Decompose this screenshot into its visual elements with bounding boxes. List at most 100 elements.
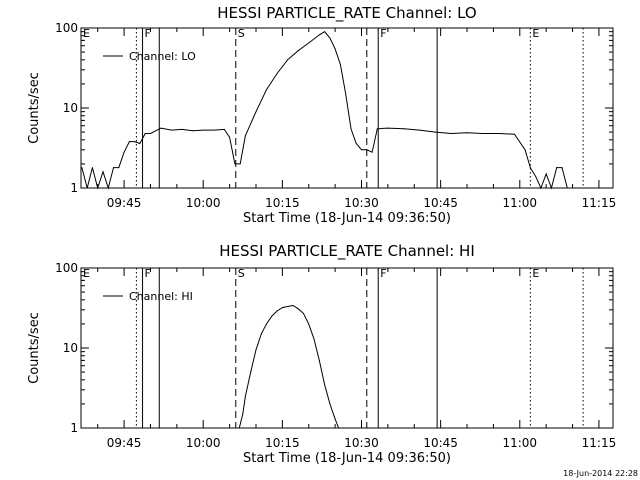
- x-tick-label: 10:00: [186, 436, 221, 450]
- data-point: [97, 187, 99, 189]
- x-axis-label: Start Time (18-Jun-14 09:36:50): [243, 451, 451, 466]
- x-tick-label: 10:30: [344, 436, 379, 450]
- data-point: [81, 167, 83, 169]
- data-point: [139, 143, 141, 144]
- footer-timestamp: 18-Jun-2014 22:28: [563, 469, 638, 478]
- data-point: [355, 143, 357, 144]
- data-point: [234, 163, 236, 165]
- data-point: [266, 89, 267, 91]
- data-point: [308, 323, 310, 325]
- data-point: [324, 31, 326, 33]
- data-point: [371, 151, 373, 153]
- data-point: [271, 315, 273, 317]
- data-point: [334, 418, 336, 420]
- chart-panel-hi: HESSI PARTICLE_RATE Channel: HI 1 10 100 09:…: [27, 242, 616, 466]
- data-point: [102, 171, 104, 173]
- data-point: [361, 149, 362, 151]
- event-marker-label: F: [380, 27, 386, 40]
- y-axis-label: Counts/sec: [27, 72, 42, 144]
- data-point: [535, 175, 537, 177]
- data-point: [244, 135, 246, 137]
- x-tick-label: 09:45: [107, 436, 142, 450]
- x-tick-label: 10:45: [423, 436, 458, 450]
- event-marker-label: E: [83, 27, 90, 40]
- data-point: [123, 151, 125, 153]
- data-point: [171, 129, 173, 131]
- series-line: [238, 304, 340, 429]
- data-point: [308, 42, 310, 44]
- data-point: [144, 133, 146, 134]
- data-point: [202, 129, 204, 131]
- data-point: [244, 395, 246, 397]
- data-point: [318, 359, 320, 361]
- x-axis-label: Start Time (18-Jun-14 09:36:50): [243, 211, 451, 226]
- y-tick-label: 100: [55, 21, 78, 35]
- data-point: [366, 149, 368, 151]
- chart-title: HESSI PARTICLE_RATE Channel: LO: [217, 4, 476, 23]
- data-point: [287, 306, 289, 307]
- data-point: [566, 187, 568, 189]
- data-point: [239, 163, 241, 165]
- data-point: [529, 167, 531, 169]
- x-tick-label: 11:00: [502, 436, 537, 450]
- data-point: [287, 59, 289, 61]
- data-point: [313, 338, 315, 340]
- data-point: [387, 127, 389, 129]
- data-point: [324, 384, 326, 385]
- data-point: [419, 129, 420, 131]
- event-marker-label: E: [532, 267, 539, 280]
- data-point: [329, 37, 331, 39]
- x-tick-label: 11:00: [502, 196, 537, 210]
- data-point: [250, 371, 252, 373]
- x-tick-label: 10:15: [265, 436, 300, 450]
- y-tick-label: 10: [63, 341, 78, 355]
- data-point: [128, 141, 130, 143]
- data-point: [281, 307, 283, 309]
- data-point: [192, 130, 194, 132]
- event-marker-label: S: [238, 27, 245, 40]
- x-tick-label: 10:30: [344, 196, 379, 210]
- y-tick-label: 1: [70, 181, 78, 195]
- data-point: [350, 128, 352, 130]
- data-point: [450, 133, 452, 134]
- data-point: [260, 333, 262, 335]
- data-point: [466, 132, 468, 134]
- y-tick-label: 1: [70, 421, 78, 435]
- legend-label: Channel: LO: [129, 50, 196, 63]
- data-point: [514, 133, 515, 135]
- data-point: [303, 313, 304, 314]
- data-point: [334, 48, 336, 50]
- data-point: [297, 50, 299, 52]
- data-point: [297, 308, 299, 310]
- data-point: [223, 128, 225, 130]
- data-point: [255, 349, 257, 351]
- data-point: [292, 305, 294, 306]
- data-point: [329, 403, 331, 405]
- chart-title: HESSI PARTICLE_RATE Channel: HI: [219, 242, 475, 261]
- data-point: [376, 128, 378, 130]
- legend-label: Channel: HI: [129, 290, 193, 303]
- x-tick-label: 10:00: [186, 196, 221, 210]
- data-point: [242, 413, 244, 415]
- data-point: [134, 141, 136, 143]
- data-point: [107, 187, 109, 189]
- event-marker-label: S: [238, 267, 245, 280]
- data-point: [150, 133, 151, 134]
- x-tick-label: 10:15: [265, 196, 300, 210]
- data-point: [238, 427, 240, 429]
- data-point: [266, 323, 267, 325]
- x-tick-label: 10:45: [423, 196, 458, 210]
- data-point: [276, 73, 278, 74]
- chart-panel-lo: HESSI PARTICLE_RATE Channel: LO 1 10 100 09:…: [27, 4, 616, 226]
- data-point: [91, 167, 93, 169]
- data-point: [556, 167, 558, 169]
- data-point: [229, 136, 231, 138]
- data-point: [86, 187, 88, 189]
- data-point: [113, 167, 114, 169]
- event-marker-label: E: [83, 267, 90, 280]
- data-point: [338, 427, 340, 429]
- data-point: [318, 34, 320, 36]
- data-point: [545, 173, 547, 175]
- y-axis-label: Counts/sec: [27, 312, 42, 384]
